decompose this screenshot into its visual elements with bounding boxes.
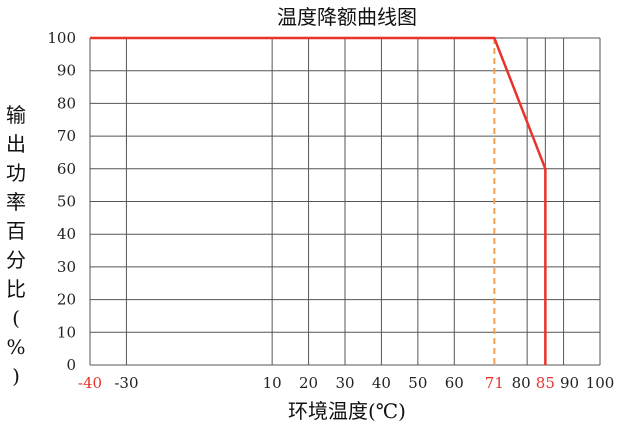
x-tick-label: 60 xyxy=(445,374,464,392)
y-tick-label: 10 xyxy=(57,323,76,341)
y-tick-label: 70 xyxy=(57,127,76,145)
x-tick-label: 20 xyxy=(299,374,318,392)
x-tick-label: -40 xyxy=(78,374,102,392)
y-axis-label-char: % xyxy=(6,335,25,359)
x-tick-label: 50 xyxy=(408,374,427,392)
y-axis-label-char: 比 xyxy=(6,277,26,301)
grid xyxy=(89,37,601,366)
y-tick-label: 60 xyxy=(57,160,76,178)
y-tick-label: 50 xyxy=(57,193,76,211)
x-tick-label: 85 xyxy=(536,374,555,392)
x-tick-label: 100 xyxy=(586,374,615,392)
y-axis-label-char: 输 xyxy=(6,103,26,127)
y-tick-label: 30 xyxy=(57,258,76,276)
x-tick-label: 80 xyxy=(512,374,531,392)
x-tick-label: 40 xyxy=(372,374,391,392)
y-tick-label: 0 xyxy=(66,356,76,374)
x-tick-label: 71 xyxy=(485,374,504,392)
x-tick-label: 10 xyxy=(263,374,282,392)
y-axis-label-char: 分 xyxy=(6,248,26,272)
x-tick-labels: -40 -30 10 20 30 40 50 60 71 80 85 90 100 xyxy=(78,374,614,392)
y-axis-label-char: 出 xyxy=(6,132,26,156)
chart-title: 温度降额曲线图 xyxy=(277,5,417,29)
y-tick-label: 80 xyxy=(57,94,76,112)
y-tick-label: 40 xyxy=(57,225,76,243)
y-tick-label: 90 xyxy=(57,62,76,80)
y-tick-label: 100 xyxy=(47,29,76,47)
y-tick-labels: 0 10 20 30 40 50 60 70 80 90 100 xyxy=(47,29,76,374)
y-axis-label-char: 率 xyxy=(6,190,26,214)
x-axis-label: 环境温度(℃) xyxy=(288,399,406,423)
series-layer xyxy=(90,36,547,365)
x-tick-label: 30 xyxy=(335,374,354,392)
series-line xyxy=(90,36,547,365)
y-tick-label: 20 xyxy=(57,291,76,309)
y-axis-label-char: ) xyxy=(12,364,20,388)
x-tick-label: 90 xyxy=(560,374,579,392)
x-tick-label: -30 xyxy=(114,374,138,392)
y-axis-label-char: ( xyxy=(12,306,20,330)
y-axis-label-char: 功 xyxy=(6,161,26,185)
y-axis-label-char: 百 xyxy=(6,219,26,243)
